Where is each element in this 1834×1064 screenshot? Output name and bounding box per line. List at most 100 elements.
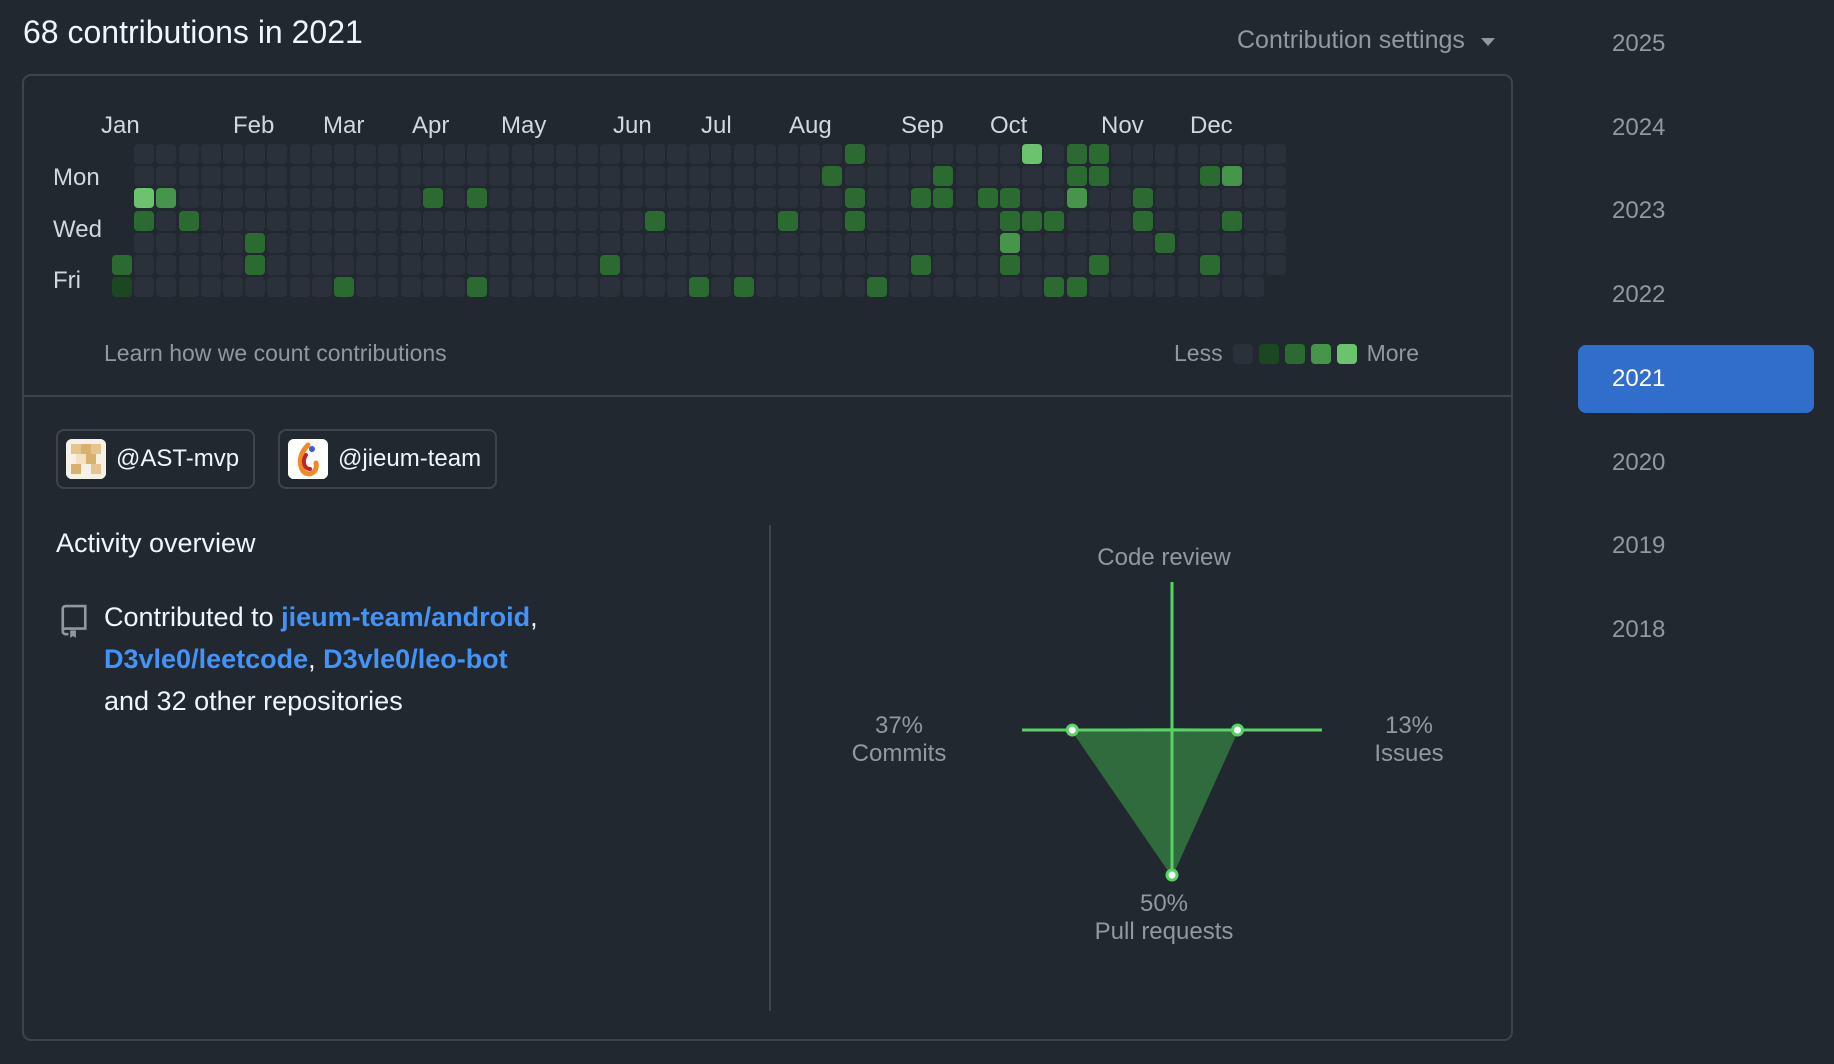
contribution-cell[interactable]: [1177, 210, 1198, 231]
contribution-cell[interactable]: [334, 144, 354, 164]
contribution-cell[interactable]: [933, 188, 954, 209]
contribution-cell[interactable]: [200, 144, 221, 164]
contribution-cell[interactable]: [422, 232, 443, 253]
contribution-cell[interactable]: [844, 210, 865, 231]
contribution-cell[interactable]: [977, 144, 998, 164]
contribution-cell[interactable]: [1044, 232, 1065, 253]
contribution-cell[interactable]: [866, 232, 887, 253]
contribution-cell[interactable]: [933, 210, 954, 231]
contribution-cell[interactable]: [1155, 188, 1176, 209]
contribution-cell[interactable]: [289, 188, 310, 209]
contribution-cell[interactable]: [378, 188, 399, 209]
contribution-cell[interactable]: [1088, 277, 1109, 298]
contribution-cell[interactable]: [1177, 232, 1198, 253]
contribution-cell[interactable]: [1244, 277, 1265, 298]
contribution-cell[interactable]: [289, 277, 310, 298]
contribution-cell[interactable]: [1177, 255, 1198, 275]
contribution-cell[interactable]: [822, 210, 843, 231]
contribution-cell[interactable]: [134, 144, 155, 164]
contribution-cell[interactable]: [223, 166, 243, 187]
contribution-cell[interactable]: [977, 255, 998, 275]
contribution-cell[interactable]: [1222, 232, 1242, 253]
contribution-cell[interactable]: [1244, 166, 1265, 187]
contribution-cell[interactable]: [822, 255, 843, 275]
contribution-cell[interactable]: [1244, 232, 1265, 253]
contribution-cell[interactable]: [889, 255, 909, 275]
contribution-cell[interactable]: [311, 188, 332, 209]
contribution-cell[interactable]: [711, 255, 732, 275]
contribution-cell[interactable]: [644, 210, 665, 231]
contribution-cell[interactable]: [400, 277, 421, 298]
contribution-cell[interactable]: [733, 166, 754, 187]
contribution-cell[interactable]: [178, 188, 199, 209]
contribution-cell[interactable]: [489, 255, 510, 275]
contribution-cell[interactable]: [556, 232, 576, 253]
contribution-cell[interactable]: [1199, 166, 1220, 187]
contribution-cell[interactable]: [711, 144, 732, 164]
contribution-cell[interactable]: [489, 232, 510, 253]
contribution-cell[interactable]: [533, 255, 554, 275]
contribution-cell[interactable]: [1266, 166, 1287, 187]
contribution-cell[interactable]: [1000, 255, 1020, 275]
contribution-cell[interactable]: [1244, 210, 1265, 231]
contribution-cell[interactable]: [778, 255, 798, 275]
contribution-cell[interactable]: [356, 232, 377, 253]
contribution-cell[interactable]: [1022, 166, 1043, 187]
contribution-cell[interactable]: [334, 232, 354, 253]
contribution-cell[interactable]: [1111, 144, 1131, 164]
contribution-cell[interactable]: [1111, 255, 1131, 275]
contribution-cell[interactable]: [1266, 188, 1287, 209]
contribution-cell[interactable]: [134, 166, 155, 187]
contribution-cell[interactable]: [1266, 255, 1287, 275]
contribution-cell[interactable]: [1155, 166, 1176, 187]
contribution-cell[interactable]: [223, 232, 243, 253]
contribution-cell[interactable]: [245, 144, 266, 164]
contribution-cell[interactable]: [889, 277, 909, 298]
contribution-cell[interactable]: [400, 232, 421, 253]
contribution-cell[interactable]: [245, 255, 266, 275]
contribution-cell[interactable]: [667, 144, 687, 164]
contribution-cell[interactable]: [245, 188, 266, 209]
contribution-cell[interactable]: [445, 166, 465, 187]
contribution-cell[interactable]: [489, 144, 510, 164]
contribution-cell[interactable]: [1088, 255, 1109, 275]
contribution-cell[interactable]: [511, 255, 532, 275]
contribution-cell[interactable]: [533, 210, 554, 231]
contribution-cell[interactable]: [1133, 144, 1154, 164]
contribution-cell[interactable]: [1000, 232, 1020, 253]
contribution-cell[interactable]: [1222, 210, 1242, 231]
contribution-cell[interactable]: [778, 210, 798, 231]
contribution-cell[interactable]: [711, 166, 732, 187]
contribution-cell[interactable]: [200, 188, 221, 209]
contribution-cell[interactable]: [134, 188, 155, 209]
contribution-cell[interactable]: [134, 255, 155, 275]
contribution-cell[interactable]: [422, 144, 443, 164]
year-2021[interactable]: 2021: [1578, 344, 1814, 413]
contribution-cell[interactable]: [800, 232, 821, 253]
contribution-cell[interactable]: [711, 232, 732, 253]
contribution-cell[interactable]: [622, 232, 643, 253]
contribution-cell[interactable]: [1111, 166, 1131, 187]
contribution-cell[interactable]: [1066, 210, 1087, 231]
contribution-cell[interactable]: [356, 188, 377, 209]
contribution-cell[interactable]: [778, 277, 798, 298]
contribution-cell[interactable]: [267, 255, 288, 275]
contribution-cell[interactable]: [311, 144, 332, 164]
contribution-cell[interactable]: [955, 210, 976, 231]
contribution-cell[interactable]: [1044, 255, 1065, 275]
contribution-cell[interactable]: [200, 166, 221, 187]
contribution-cell[interactable]: [311, 255, 332, 275]
contribution-cell[interactable]: [334, 210, 354, 231]
contribution-cell[interactable]: [245, 277, 266, 298]
contribution-cell[interactable]: [1088, 144, 1109, 164]
contribution-cell[interactable]: [1133, 232, 1154, 253]
year-2023[interactable]: 2023: [1612, 197, 1666, 225]
contribution-cell[interactable]: [733, 210, 754, 231]
contribution-cell[interactable]: [822, 188, 843, 209]
contribution-cell[interactable]: [1222, 277, 1242, 298]
contribution-cell[interactable]: [422, 188, 443, 209]
contribution-cell[interactable]: [178, 166, 199, 187]
contribution-cell[interactable]: [1177, 166, 1198, 187]
contribution-cell[interactable]: [511, 144, 532, 164]
contribution-cell[interactable]: [667, 255, 687, 275]
